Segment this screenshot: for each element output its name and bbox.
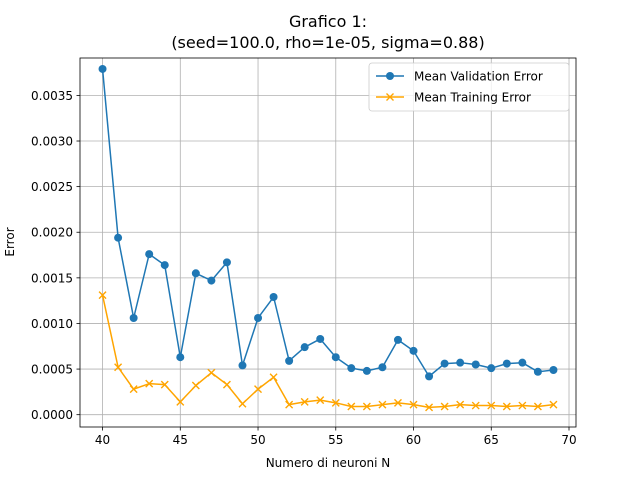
data-point (456, 400, 465, 409)
legend-marker (386, 72, 394, 80)
data-point (98, 291, 107, 300)
data-point (533, 367, 542, 376)
data-point (331, 398, 340, 407)
x-tick-label: 60 (406, 433, 421, 447)
data-point (471, 360, 480, 369)
data-point (487, 364, 496, 373)
data-point (425, 372, 434, 381)
data-point (114, 363, 123, 372)
y-tick-label: 0.0010 (31, 317, 73, 331)
data-point (98, 64, 107, 73)
data-point (378, 400, 387, 409)
y-tick-label: 0.0020 (31, 226, 73, 240)
data-point (176, 397, 185, 406)
data-point (129, 385, 138, 394)
data-point (176, 353, 185, 362)
data-point (114, 233, 123, 242)
data-point (207, 368, 216, 377)
data-point (145, 250, 154, 259)
data-point (160, 380, 169, 389)
data-point (518, 401, 527, 410)
data-point (160, 261, 169, 270)
data-point (409, 346, 418, 355)
y-axis-label: Error (3, 227, 17, 256)
data-point (487, 401, 496, 410)
chart-title: Grafico 1: (289, 12, 367, 31)
x-tick-label: 70 (561, 433, 576, 447)
x-axis-label: Numero di neuroni N (266, 456, 391, 470)
data-point (362, 402, 371, 411)
y-tick-label: 0.0030 (31, 135, 73, 149)
data-point (191, 381, 200, 390)
data-point (269, 293, 278, 302)
data-point (425, 403, 434, 412)
data-point (362, 366, 371, 375)
data-point (285, 400, 294, 409)
legend-marker (386, 93, 394, 101)
plot-frame (79, 57, 577, 428)
data-point (285, 356, 294, 365)
data-point (254, 313, 263, 322)
data-point (549, 400, 558, 409)
x-tick-label: 40 (95, 433, 110, 447)
data-point (502, 402, 511, 411)
legend: Mean Validation Error Mean Training Error (368, 62, 570, 112)
data-point (316, 396, 325, 405)
legend-label: Mean Training Error (414, 91, 531, 105)
data-point (347, 402, 356, 411)
x-tick-label: 65 (484, 433, 499, 447)
data-point (549, 365, 558, 374)
data-point (222, 380, 231, 389)
data-point (409, 400, 418, 409)
data-point (269, 373, 278, 382)
data-point (238, 399, 247, 408)
data-point (300, 397, 309, 406)
data-point (222, 258, 231, 267)
data-point (207, 276, 216, 285)
data-point (191, 269, 200, 278)
x-tick-label: 55 (328, 433, 343, 447)
data-point (440, 359, 449, 368)
x-tick-label: 45 (173, 433, 188, 447)
data-point (238, 361, 247, 370)
legend-label: Mean Validation Error (414, 70, 543, 84)
legend-box (368, 62, 570, 112)
y-tick-label: 0.0000 (31, 408, 73, 422)
data-point (471, 401, 480, 410)
data-point (456, 358, 465, 367)
y-tick-label: 0.0005 (31, 363, 73, 377)
data-point (378, 363, 387, 372)
y-tick-label: 0.0035 (31, 89, 73, 103)
data-point (254, 385, 263, 394)
data-point (502, 359, 511, 368)
data-point (518, 358, 527, 367)
series-training (98, 291, 558, 412)
data-point (316, 334, 325, 343)
data-point (347, 364, 356, 373)
series-validation (98, 64, 558, 381)
chart-subtitle: (seed=100.0, rho=1e-05, sigma=0.88) (171, 33, 484, 52)
data-point (331, 353, 340, 362)
data-point (533, 402, 542, 411)
grid (80, 58, 576, 427)
data-point (393, 335, 402, 344)
data-point (145, 379, 154, 388)
data-point (129, 313, 138, 322)
series-layer (98, 64, 558, 412)
y-tick-label: 0.0015 (31, 271, 73, 285)
data-point (393, 398, 402, 407)
data-point (300, 343, 309, 352)
axes: 40 45 50 55 60 65 70 0.0000 0.0005 0.0010 0.0015 0.… (31, 89, 577, 447)
data-point (440, 402, 449, 411)
y-tick-label: 0.0025 (31, 180, 73, 194)
x-tick-label: 50 (250, 433, 265, 447)
